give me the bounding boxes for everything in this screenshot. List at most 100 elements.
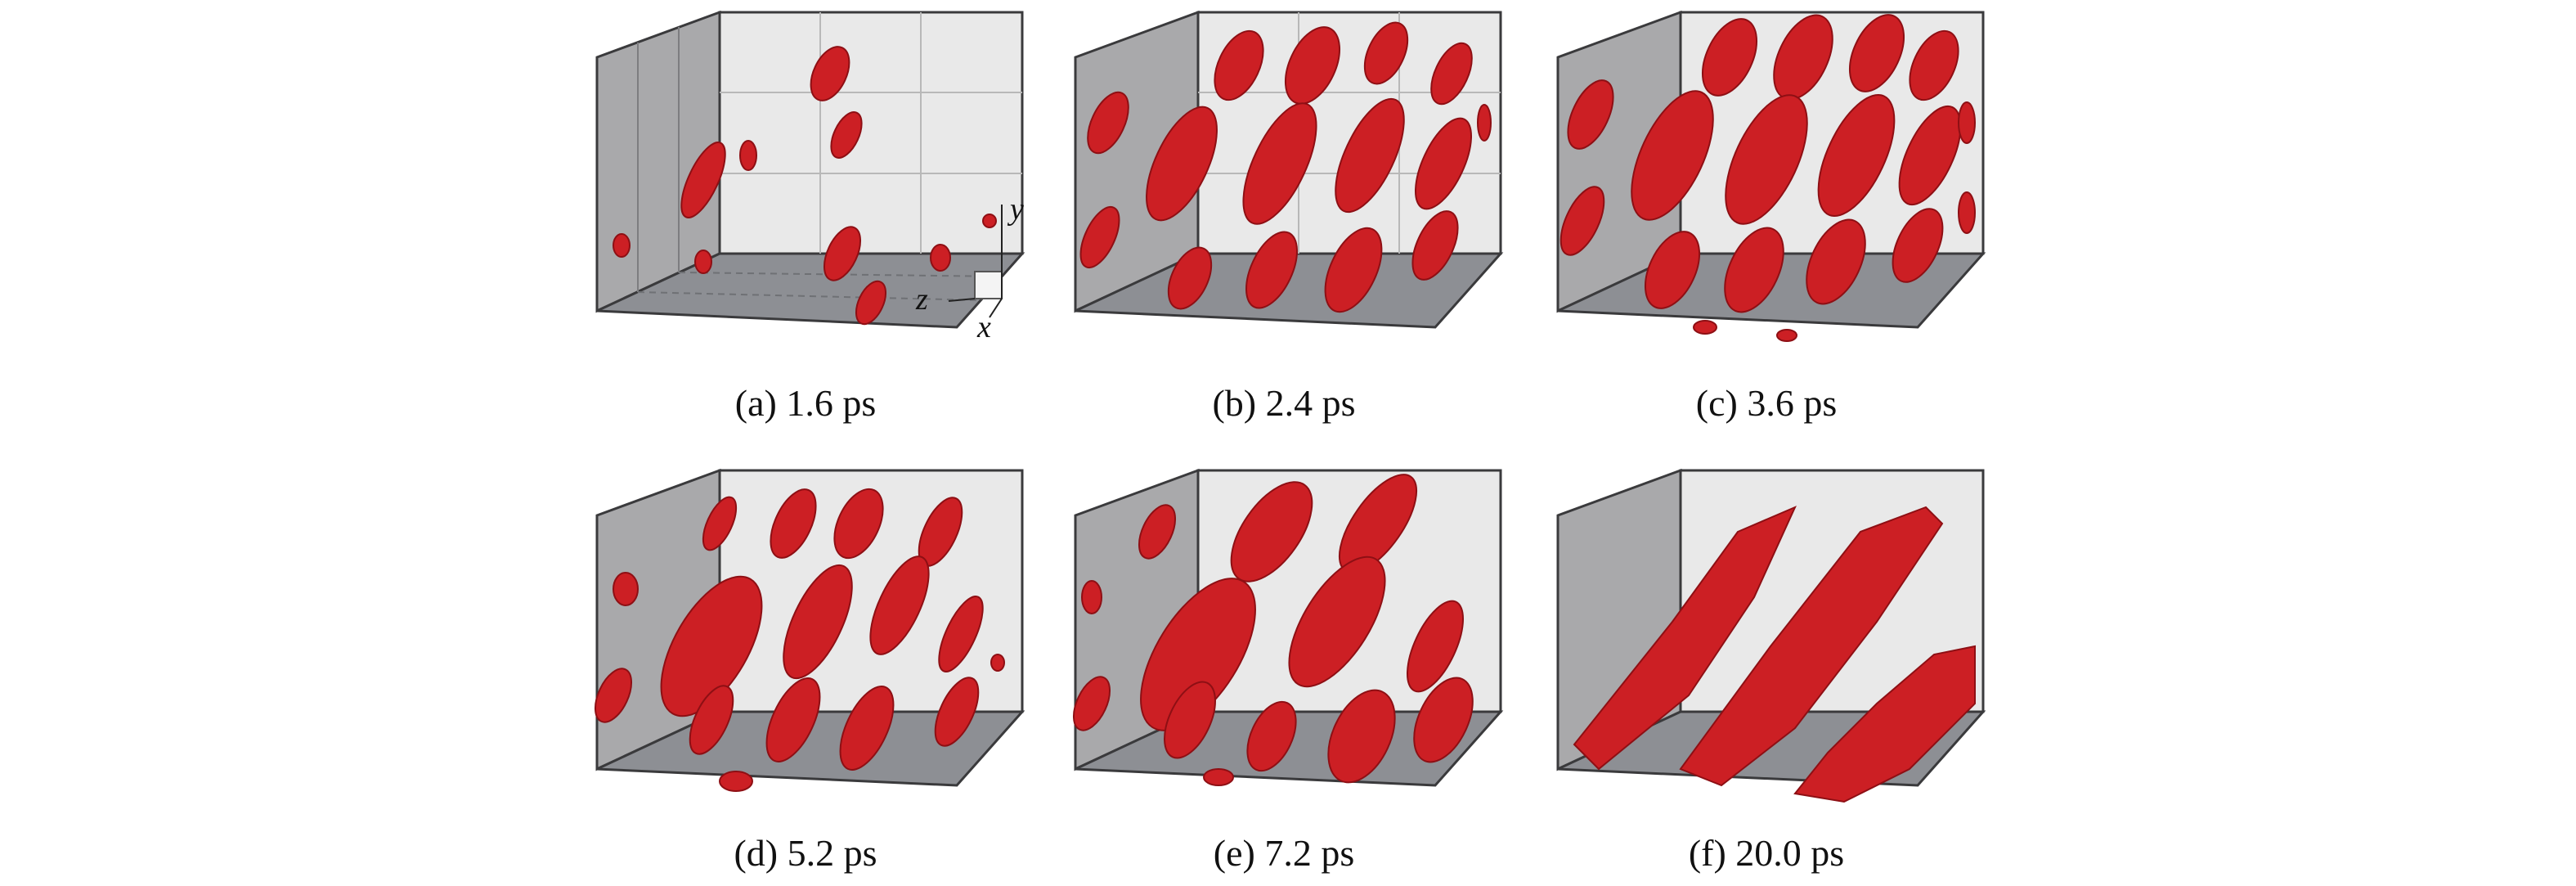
precipitate — [839, 686, 895, 771]
precipitate — [1288, 555, 1386, 688]
precipitate — [1284, 26, 1341, 105]
precipitates-b — [1079, 21, 1492, 313]
precipitate — [1817, 94, 1896, 217]
precipitate — [1146, 106, 1218, 222]
precipitate — [1327, 689, 1396, 784]
precipitate — [1898, 105, 1962, 206]
precipitate — [1245, 231, 1298, 309]
precipitate — [982, 214, 997, 228]
precipitate — [1631, 90, 1714, 221]
precipitates-f — [1573, 506, 1976, 803]
caption-f: (f) 20.0 ps — [1688, 832, 1845, 874]
precipitate — [1087, 91, 1129, 155]
precipitate — [1246, 700, 1297, 772]
precipitate — [1725, 94, 1808, 225]
precipitate — [1414, 117, 1473, 210]
precipitate — [1335, 97, 1405, 214]
panel-d: (d) 5.2 ps — [589, 458, 1079, 886]
panel-a: y z x (a) 1.6 ps — [589, 0, 1079, 442]
panel-b: (b) 2.4 ps — [1067, 0, 1558, 442]
precipitate — [1560, 186, 1605, 256]
precipitate — [1072, 676, 1111, 731]
axis-label-x: x — [976, 310, 991, 344]
precipitate — [1406, 600, 1465, 693]
precipitate — [1958, 101, 1976, 144]
precipitate — [770, 488, 817, 559]
precipitate — [680, 142, 726, 218]
precipitate — [702, 496, 738, 551]
panel-e: (e) 7.2 ps — [1067, 458, 1558, 886]
box-b — [1074, 10, 1504, 329]
box-c — [1556, 10, 1986, 342]
precipitate — [1701, 18, 1758, 97]
precipitate — [823, 226, 862, 281]
caption-c: (c) 3.6 ps — [1695, 382, 1838, 424]
precipitate — [1138, 504, 1177, 560]
precipitate — [1958, 191, 1976, 234]
precipitate — [1413, 677, 1474, 763]
precipitate — [1693, 320, 1717, 335]
precipitate — [1793, 645, 1976, 803]
precipitate — [1573, 506, 1797, 771]
precipitate — [1167, 246, 1213, 310]
precipitate — [1644, 231, 1701, 309]
precipitate — [1214, 29, 1264, 101]
precipitate — [1806, 218, 1866, 305]
precipitate — [1081, 580, 1102, 614]
axis-label-y: y — [1007, 192, 1024, 227]
precipitate — [1848, 14, 1905, 92]
precipitate — [1411, 210, 1459, 281]
precipitate — [930, 244, 951, 272]
precipitate — [1140, 578, 1256, 731]
box-f — [1556, 468, 1986, 803]
caption-d: (d) 5.2 ps — [734, 832, 877, 874]
precipitate — [765, 677, 821, 762]
panel-c: (c) 3.6 ps — [1550, 0, 2040, 442]
precipitate — [810, 46, 850, 101]
precipitate — [1079, 205, 1120, 269]
precipitate — [1776, 329, 1797, 342]
precipitates-e — [1072, 474, 1474, 786]
precipitate — [1324, 227, 1383, 313]
precipitate — [1909, 29, 1959, 101]
precipitate — [990, 654, 1005, 672]
precipitate — [613, 572, 639, 606]
precipitate — [830, 111, 863, 159]
precipitate — [869, 555, 930, 655]
precipitates-d — [594, 488, 1005, 792]
precipitate — [1567, 79, 1614, 150]
precipitate — [594, 668, 633, 723]
precipitate — [694, 250, 712, 274]
precipitates-a — [613, 46, 997, 326]
precipitate — [1363, 21, 1409, 85]
caption-a: (a) 1.6 ps — [734, 382, 877, 424]
precipitates-c — [1560, 14, 1976, 342]
precipitate — [660, 575, 763, 717]
precipitate — [739, 140, 757, 171]
axis-cube — [974, 271, 1003, 299]
axis-label-z: z — [915, 282, 928, 317]
precipitate — [833, 488, 884, 560]
precipitate — [719, 771, 753, 792]
precipitate — [1477, 104, 1492, 142]
box-e — [1072, 468, 1504, 787]
panel-f: (f) 20.0 ps — [1550, 458, 2040, 886]
precipitate — [1724, 227, 1784, 313]
precipitate — [1164, 681, 1216, 759]
precipitate — [938, 596, 984, 672]
precipitate — [1892, 208, 1944, 283]
precipitate — [855, 280, 887, 326]
precipitate — [613, 233, 631, 258]
precipitate — [934, 677, 980, 747]
caption-e: (e) 7.2 ps — [1213, 832, 1355, 874]
box-a: y z x — [595, 10, 1025, 344]
precipitate — [1430, 42, 1473, 106]
caption-b: (b) 2.4 ps — [1212, 382, 1356, 424]
axis-indicator: y z x — [915, 192, 1024, 344]
back-wall — [718, 11, 1024, 255]
box-d — [594, 468, 1025, 792]
precipitate — [1203, 768, 1234, 786]
precipitate — [783, 564, 853, 680]
precipitate — [1242, 102, 1317, 225]
